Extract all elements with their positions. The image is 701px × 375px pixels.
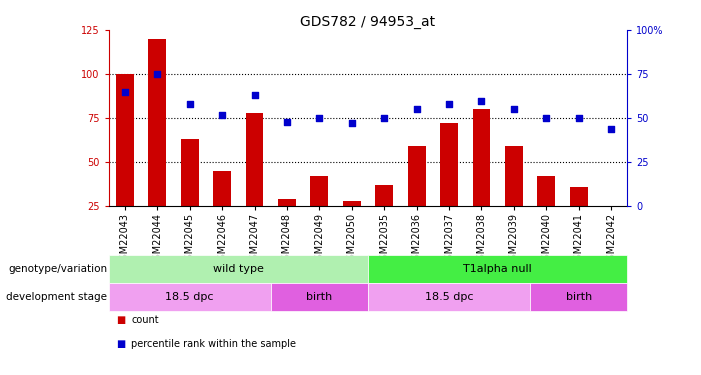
Text: percentile rank within the sample: percentile rank within the sample xyxy=(131,339,296,350)
Point xyxy=(151,71,163,77)
Point xyxy=(119,89,130,95)
Bar xyxy=(343,201,361,206)
Point xyxy=(508,106,519,112)
Bar xyxy=(109,283,271,311)
Point xyxy=(540,115,552,121)
Point xyxy=(281,118,292,124)
Point xyxy=(217,112,228,118)
Point xyxy=(184,101,196,107)
Text: ■: ■ xyxy=(116,339,125,350)
Bar xyxy=(311,176,328,206)
Text: birth: birth xyxy=(306,292,332,302)
Point xyxy=(411,106,422,112)
Bar xyxy=(505,146,523,206)
Point xyxy=(606,126,617,132)
Text: birth: birth xyxy=(566,292,592,302)
Bar xyxy=(530,283,627,311)
Bar xyxy=(440,123,458,206)
Point xyxy=(346,120,358,126)
Point xyxy=(573,115,585,121)
Text: development stage: development stage xyxy=(6,292,107,302)
Bar xyxy=(109,255,368,283)
Point xyxy=(476,98,487,104)
Bar xyxy=(271,283,368,311)
Bar xyxy=(245,113,264,206)
Bar xyxy=(368,283,530,311)
Text: 18.5 dpc: 18.5 dpc xyxy=(425,292,473,302)
Bar xyxy=(149,39,166,206)
Bar xyxy=(278,199,296,206)
Point xyxy=(379,115,390,121)
Bar xyxy=(538,176,555,206)
Text: wild type: wild type xyxy=(213,264,264,274)
Bar xyxy=(213,171,231,206)
Bar xyxy=(116,74,134,206)
Text: T1alpha null: T1alpha null xyxy=(463,264,532,274)
Text: genotype/variation: genotype/variation xyxy=(8,264,107,274)
Bar xyxy=(368,255,627,283)
Bar xyxy=(375,185,393,206)
Title: GDS782 / 94953_at: GDS782 / 94953_at xyxy=(301,15,435,29)
Point xyxy=(249,92,260,98)
Point xyxy=(314,115,325,121)
Bar xyxy=(472,110,491,206)
Point xyxy=(444,101,455,107)
Bar xyxy=(408,146,426,206)
Text: ■: ■ xyxy=(116,315,125,325)
Bar xyxy=(181,139,198,206)
Bar xyxy=(570,187,587,206)
Text: 18.5 dpc: 18.5 dpc xyxy=(165,292,214,302)
Text: count: count xyxy=(131,315,158,325)
